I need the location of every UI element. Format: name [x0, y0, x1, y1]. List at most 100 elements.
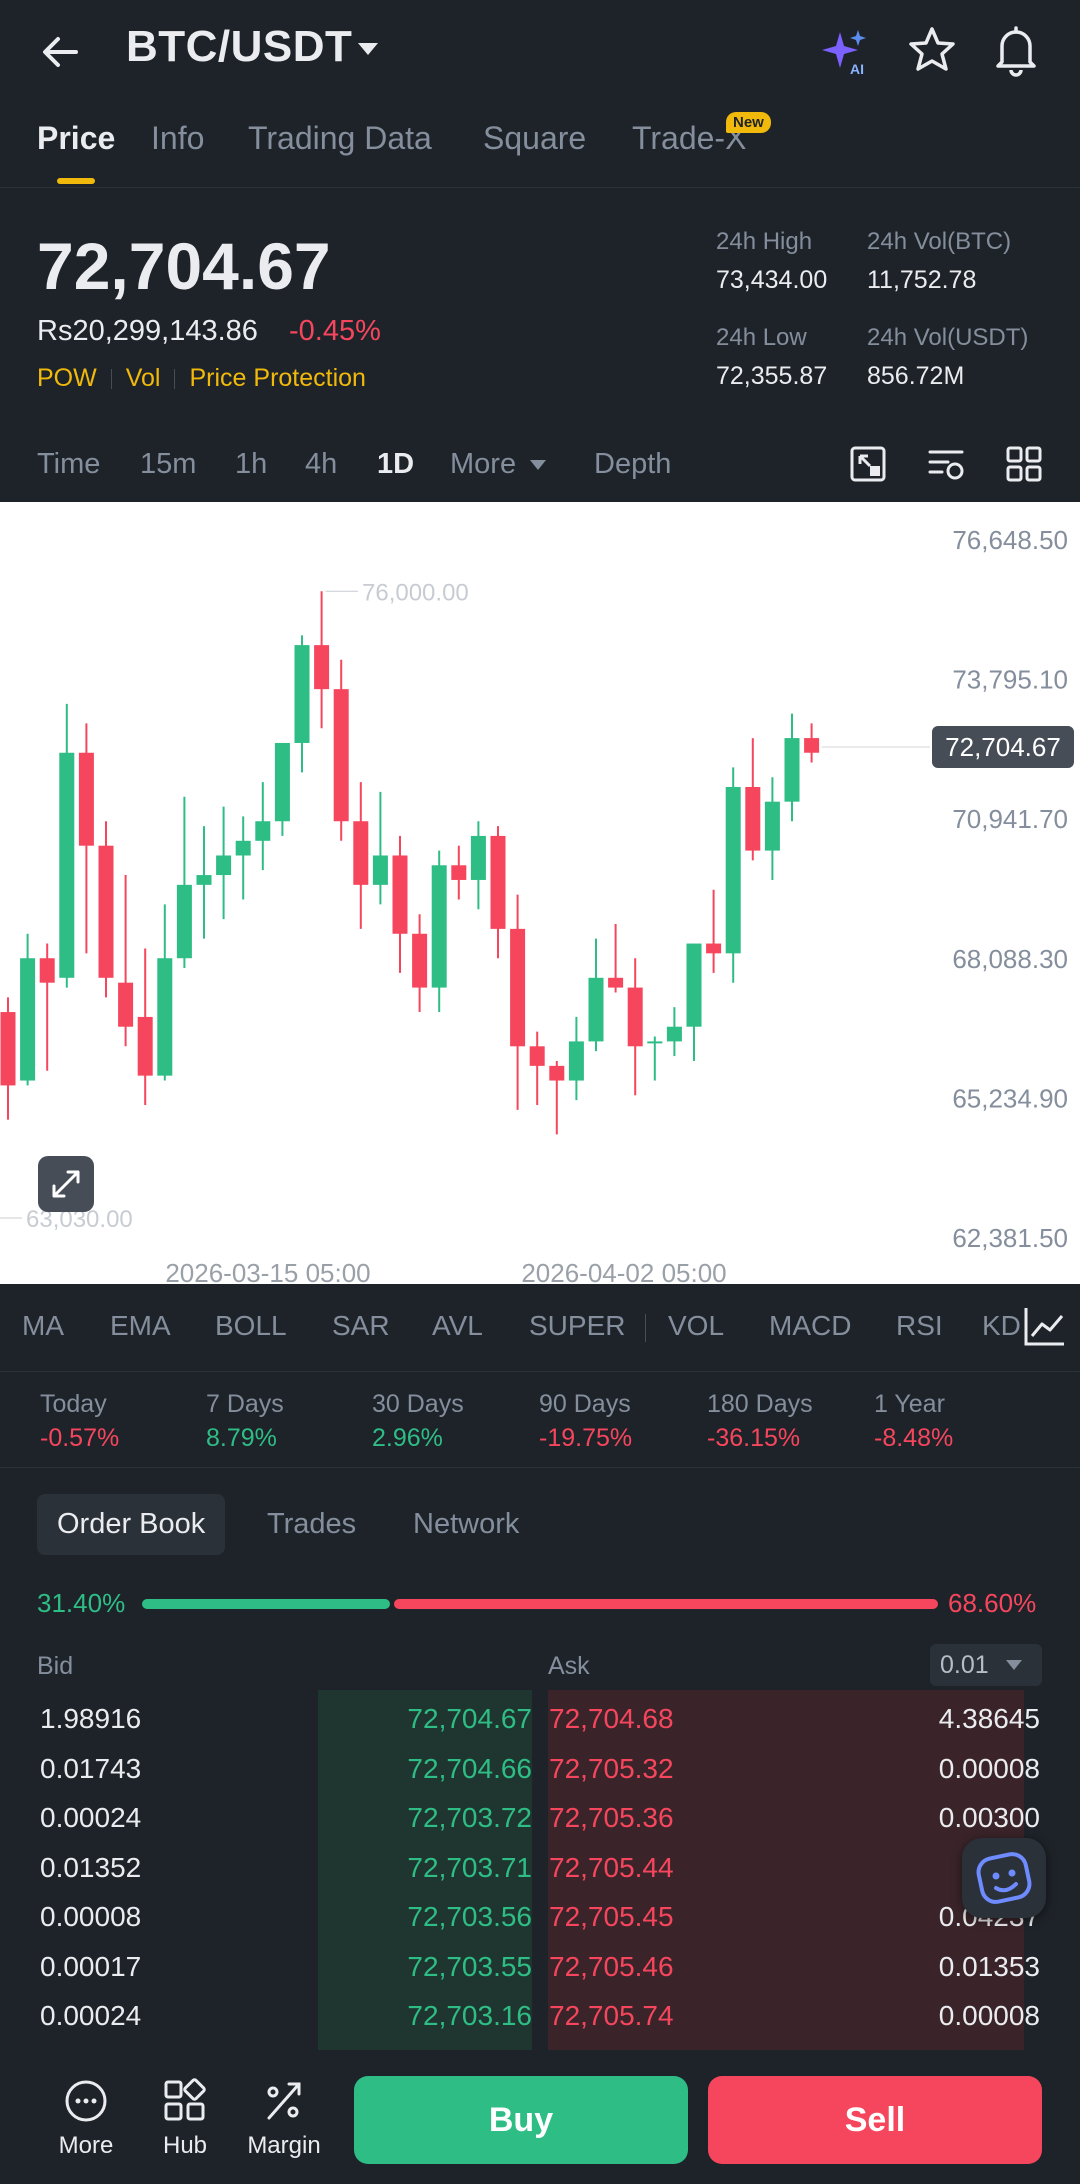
- chevron-down-icon[interactable]: [356, 40, 380, 58]
- perf-value-180d: -36.15%: [707, 1424, 801, 1452]
- candle: [59, 703, 75, 988]
- more-button[interactable]: More: [41, 2054, 131, 2160]
- tag-price-protection[interactable]: Price Protection: [189, 364, 366, 392]
- candle: [784, 713, 800, 822]
- indicator-ema[interactable]: EMA: [110, 1310, 171, 1341]
- interval-depth[interactable]: Depth: [594, 448, 672, 480]
- ask-qty: 4.38645: [938, 1703, 1040, 1734]
- candle-body: [568, 1041, 584, 1081]
- indicator-boll[interactable]: BOLL: [215, 1310, 287, 1341]
- indicator-macd[interactable]: MACD: [769, 1310, 852, 1341]
- tag-pow[interactable]: POW: [37, 364, 97, 392]
- ask-price: 72,704.68: [549, 1703, 674, 1734]
- interval-15m[interactable]: 15m: [140, 448, 197, 480]
- candle: [0, 997, 16, 1120]
- candle: [353, 782, 369, 929]
- assistant-chat-button[interactable]: [962, 1838, 1046, 1918]
- chart-settings-icon[interactable]: [926, 444, 966, 484]
- indicator-vol[interactable]: VOL: [668, 1310, 725, 1341]
- bid-ratio-bar: [142, 1599, 390, 1609]
- grid-layout-icon[interactable]: [1004, 444, 1044, 484]
- ask-price: 72,705.74: [549, 2000, 674, 2031]
- candlestick-chart[interactable]: 76,648.50 73,795.10 70,941.70 68,088.30 65,2…: [0, 502, 1080, 1284]
- ask-price: 72,705.44: [549, 1852, 674, 1883]
- candle-body: [627, 987, 643, 1047]
- buy-button[interactable]: Buy: [354, 2076, 688, 2164]
- candle-body: [510, 928, 526, 1047]
- divider: [110, 368, 112, 389]
- fullscreen-button[interactable]: [38, 1156, 94, 1212]
- vol-usdt-label: 24h Vol(USDT): [867, 324, 1029, 351]
- candle: [529, 1031, 545, 1105]
- perf-value-1y: -8.48%: [874, 1424, 954, 1452]
- candle: [804, 723, 820, 763]
- chart-compare-icon[interactable]: [848, 444, 888, 484]
- candle-body: [549, 1065, 565, 1081]
- indicator-settings-icon[interactable]: [1022, 1304, 1068, 1350]
- y-tick-label: 68,088.30: [952, 944, 1068, 974]
- chevron-down-icon[interactable]: [528, 458, 548, 472]
- candle-body: [39, 958, 55, 983]
- indicator-ma[interactable]: MA: [22, 1310, 64, 1341]
- pair-title[interactable]: BTC/USDT: [126, 22, 353, 71]
- indicator-kd[interactable]: KD: [982, 1310, 1021, 1341]
- margin-button[interactable]: Margin: [239, 2054, 329, 2160]
- bid-qty: 0.00024: [40, 2000, 142, 2031]
- candle: [608, 923, 624, 993]
- y-tick-label: 70,941.70: [952, 804, 1068, 834]
- indicator-avl[interactable]: AVL: [432, 1310, 483, 1341]
- top-header: BTC/USDT AI Price Info Trading Data Squa…: [0, 0, 1080, 188]
- vol-usdt-value: 856.72M: [867, 362, 965, 390]
- tab-order-book[interactable]: Order Book: [37, 1494, 226, 1555]
- depth-precision-select[interactable]: 0.01: [930, 1644, 1042, 1686]
- back-arrow-icon[interactable]: [36, 26, 88, 78]
- ask-qty: 0.01353: [938, 1951, 1040, 1982]
- vol-btc-label: 24h Vol(BTC): [867, 228, 1012, 255]
- tab-network[interactable]: Network: [413, 1508, 520, 1540]
- candle: [20, 933, 36, 1086]
- interval-time[interactable]: Time: [37, 448, 101, 480]
- hub-button[interactable]: Hub: [140, 2054, 230, 2160]
- candle: [78, 723, 94, 954]
- bid-qty: 0.01743: [40, 1753, 142, 1784]
- svg-text:AI: AI: [850, 61, 864, 76]
- y-axis: 76,648.50 73,795.10 70,941.70 68,088.30 65,2…: [952, 525, 1068, 1253]
- interval-1h[interactable]: 1h: [235, 448, 268, 480]
- candle: [196, 826, 212, 939]
- tag-vol[interactable]: Vol: [125, 364, 161, 392]
- interval-4h[interactable]: 4h: [305, 448, 338, 480]
- indicator-rsi[interactable]: RSI: [896, 1310, 943, 1341]
- indicator-sar[interactable]: SAR: [332, 1310, 390, 1341]
- bid-header: Bid: [37, 1652, 74, 1680]
- interval-1d[interactable]: 1D: [377, 448, 415, 480]
- divider: [0, 1467, 1080, 1468]
- perf-label-90d: 90 Days: [539, 1390, 631, 1418]
- bid-qty: 0.00017: [40, 1951, 142, 1982]
- interval-more[interactable]: More: [450, 448, 517, 480]
- tab-price[interactable]: Price: [37, 120, 116, 156]
- x-axis: 2026-03-15 05:00 2026-04-02 05:00: [165, 1258, 726, 1284]
- bid-qty: 0.01352: [40, 1852, 142, 1883]
- tab-trades[interactable]: Trades: [267, 1508, 357, 1540]
- notification-bell-icon[interactable]: [990, 22, 1042, 78]
- candle-body: [333, 689, 349, 822]
- sell-button[interactable]: Sell: [708, 2076, 1042, 2164]
- favorite-star-icon[interactable]: [906, 24, 958, 76]
- tab-square[interactable]: Square: [483, 120, 587, 156]
- y-tick-label: 76,648.50: [952, 525, 1068, 555]
- candle: [314, 591, 330, 729]
- tab-trading-data[interactable]: Trading Data: [248, 120, 432, 156]
- tab-info[interactable]: Info: [151, 120, 205, 156]
- candle-body: [588, 977, 604, 1042]
- bid-depth-shade: [318, 1690, 532, 2050]
- bid-qty: 0.00008: [40, 1901, 142, 1932]
- ask-header: Ask: [548, 1652, 590, 1680]
- indicator-super[interactable]: SUPER: [529, 1310, 626, 1341]
- ai-sparkle-icon[interactable]: AI: [820, 28, 872, 76]
- candle: [686, 943, 702, 1061]
- chart-canvas[interactable]: 76,648.50 73,795.10 70,941.70 68,088.30 65,2…: [0, 502, 1080, 1284]
- candle: [118, 875, 134, 1047]
- candle-body: [804, 738, 820, 753]
- candle: [431, 850, 447, 1013]
- hub-grid-icon: [164, 2078, 206, 2121]
